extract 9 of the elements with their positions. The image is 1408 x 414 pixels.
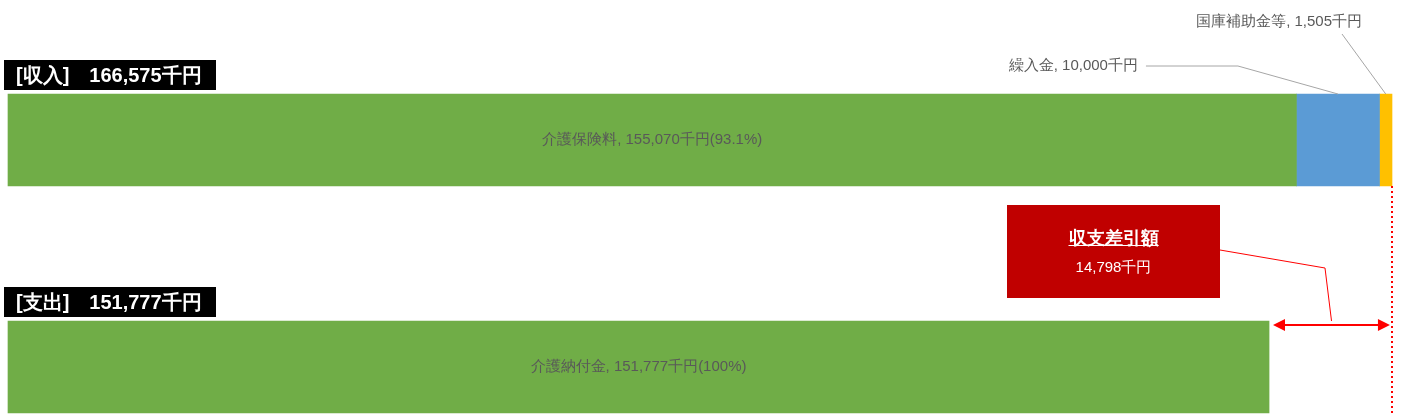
data-label: 国庫補助金等, 1,505千円 [1196,12,1362,30]
data-label: 介護納付金, 151,777千円(100%) [530,357,747,375]
annotation: 14,798千円 [1074,258,1153,277]
data-label: 繰入金, 10,000千円 [1007,56,1138,74]
y-tick-label: [収入] 166,575千円 [4,60,216,90]
y-tick-label: [支出] 151,777千円 [4,287,216,317]
annotation: 収支差引額 [1067,227,1160,250]
data-label: 介護保険料, 155,070千円(93.1%) [542,130,763,148]
callout-box: 収支差引額 14,798千円 [1007,205,1220,298]
